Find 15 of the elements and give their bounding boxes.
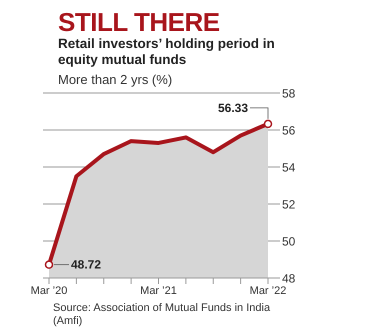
source-note: Source: Association of Mutual Funds in India (Amfi) [53, 302, 272, 328]
data-label: 48.72 [71, 258, 102, 272]
x-tick-label: Mar ’21 [140, 284, 177, 297]
chart-title: STILL THERE [58, 7, 221, 37]
y-tick-label: 48 [282, 271, 296, 286]
x-tick-label: Mar ’20 [30, 284, 68, 297]
chart-subtitle: Retail investors’ holding period in equity mutual funds [58, 36, 276, 68]
x-tick-label: Mar ’22 [250, 284, 286, 297]
y-tick-label: 58 [282, 86, 296, 100]
data-label: 56.33 [218, 100, 248, 115]
y-tick-label: 52 [282, 197, 296, 212]
y-tick-label: 54 [282, 160, 296, 174]
y-tick-label: 50 [282, 234, 296, 248]
y-tick-label: 56 [282, 123, 296, 138]
y-axis-title: More than 2 yrs (%) [58, 72, 174, 87]
